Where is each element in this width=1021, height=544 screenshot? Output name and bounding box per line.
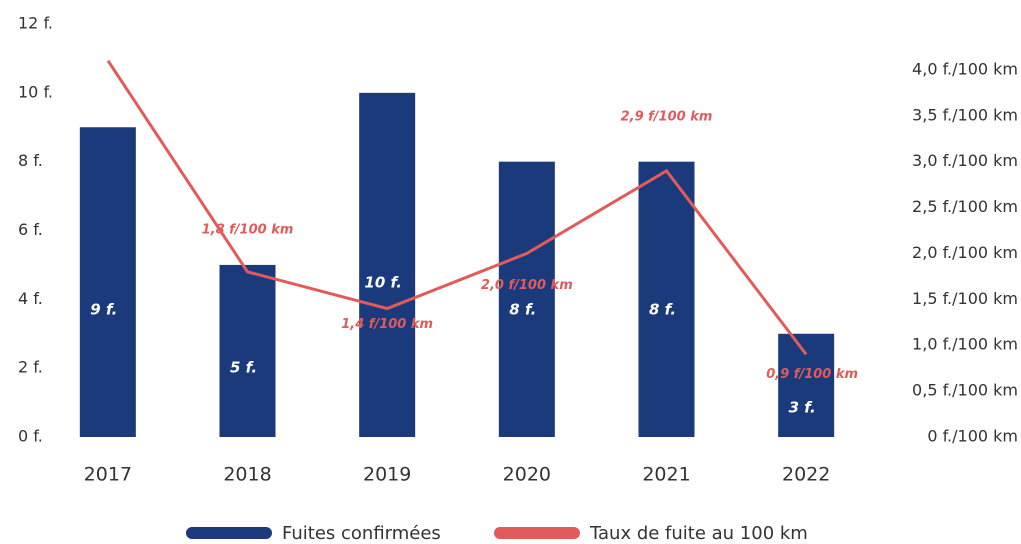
x-tick-label: 2018 <box>223 464 271 486</box>
rate-value-label: 1,4 f/100 km <box>341 317 433 332</box>
y2-tick-label: 2,5 f./100 km <box>912 197 1018 216</box>
bar <box>638 161 695 437</box>
y-tick-label: 8 f. <box>18 151 43 170</box>
x-tick-label: 2017 <box>84 464 132 486</box>
y2-tick-label: 1,5 f./100 km <box>912 289 1018 308</box>
y2-tick-label: 3,5 f./100 km <box>912 105 1018 124</box>
y-tick-label: 2 f. <box>18 358 43 377</box>
bar-value-label: 5 f. <box>230 359 257 377</box>
bar-value-label: 9 f. <box>90 301 117 319</box>
y2-tick-label: 2,0 f./100 km <box>912 243 1018 262</box>
legend-swatch <box>186 527 272 539</box>
rate-value-label: 2,9 f/100 km <box>621 109 713 124</box>
bar-value-label: 3 f. <box>789 399 816 417</box>
x-tick-label: 2021 <box>642 464 690 486</box>
bar <box>219 264 276 437</box>
y2-tick-label: 0 f./100 km <box>927 427 1018 446</box>
y2-tick-label: 4,0 f./100 km <box>912 59 1018 78</box>
rate-value-label: 0,9 f/100 km <box>766 367 858 382</box>
bar-value-label: 8 f. <box>649 301 676 319</box>
y-tick-label: 12 f. <box>18 14 53 33</box>
y-tick-label: 6 f. <box>18 220 43 239</box>
y-tick-label: 4 f. <box>18 289 43 308</box>
bar <box>359 92 416 437</box>
bar <box>79 127 136 437</box>
y2-tick-label: 1,0 f./100 km <box>912 335 1018 354</box>
bar-value-label: 10 f. <box>364 274 402 292</box>
y2-tick-label: 0,5 f./100 km <box>912 381 1018 400</box>
y-tick-label: 0 f. <box>18 427 43 446</box>
rate-line <box>106 59 808 356</box>
bar <box>498 161 555 437</box>
bar-value-label: 8 f. <box>509 301 536 319</box>
x-tick-label: 2019 <box>363 464 411 486</box>
y2-tick-label: 3,0 f./100 km <box>912 151 1018 170</box>
rate-value-label: 2,0 f/100 km <box>481 278 573 293</box>
x-tick-label: 2020 <box>503 464 551 486</box>
x-tick-label: 2022 <box>782 464 830 486</box>
legend-swatch <box>494 527 580 539</box>
legend-label: Taux de fuite au 100 km <box>589 523 808 544</box>
y-tick-label: 10 f. <box>18 82 53 101</box>
bar <box>778 333 835 437</box>
legend-label: Fuites confirmées <box>282 523 441 544</box>
rate-value-label: 1,8 f/100 km <box>202 222 294 237</box>
